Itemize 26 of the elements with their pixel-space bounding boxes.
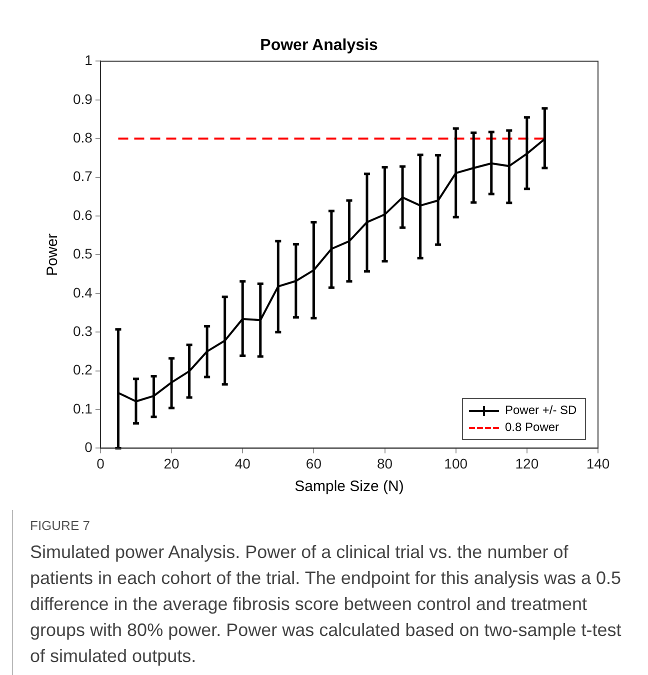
x-tick-label: 20 [164, 455, 180, 472]
y-tick-label: 0 [84, 439, 93, 456]
y-tick-label: 0.9 [72, 90, 93, 107]
x-axis-title: Sample Size (N) [294, 478, 404, 496]
y-tick-label: 0.8 [72, 129, 93, 146]
text: Simulated power Analysis. Power of a clinical trial vs. the number of patients in each cohort of the trial. The endpoint for this analysis was a 0.5 difference in the average fibrosis score between control and treatment groups with 80% power. Power was calculated based on two-sample t-test of simulated outputs. [30, 541, 622, 668]
x-tick-label: 140 [586, 455, 610, 472]
chart-title: Power Analysis [260, 37, 378, 54]
x-tick-label: 120 [515, 455, 539, 472]
x-tick-label: 60 [306, 455, 322, 472]
x-tick-label: 80 [376, 455, 393, 472]
x-tick-label: 100 [444, 455, 468, 472]
y-tick-label: 0.2 [72, 362, 93, 378]
y-tick-label: 0.4 [72, 284, 93, 300]
y-tick-label: 0.6 [72, 206, 93, 223]
y-tick-label: 0.1 [72, 400, 93, 416]
x-tick-label: 40 [234, 455, 251, 472]
legend-label: 0.8 Power [505, 419, 560, 436]
y-tick-label: 1 [84, 52, 93, 68]
legend-label: Power +/- SD [505, 402, 577, 420]
y-axis-title: Power [44, 233, 62, 276]
y-tick-label: 0.3 [72, 322, 93, 339]
caption: FIGURE 7 [30, 518, 91, 533]
y-tick-label: 0.7 [72, 168, 93, 184]
x-tick-label: 0 [96, 455, 105, 472]
y-tick-label: 0.5 [72, 246, 93, 262]
